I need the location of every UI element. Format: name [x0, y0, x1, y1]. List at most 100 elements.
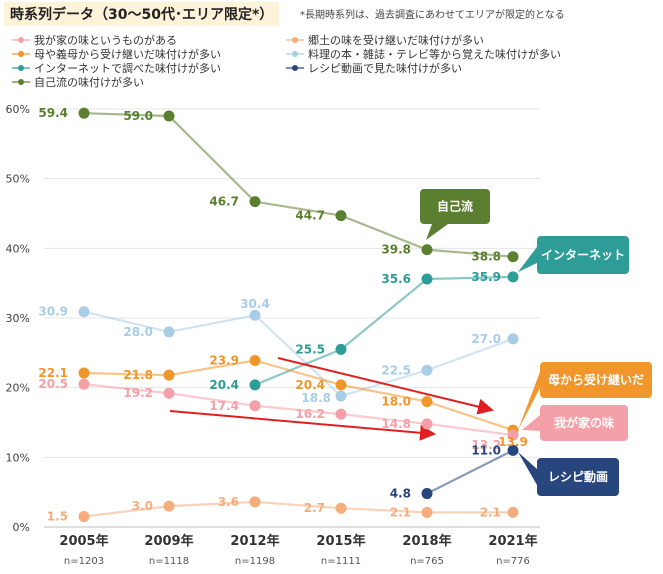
data-point-jikoryu [507, 251, 519, 263]
data-point-jikoryu [335, 210, 347, 222]
y-axis: 0% 10% 20% 30% 40% 50% 60% [6, 103, 30, 534]
y-tick-label: 60% [6, 103, 30, 116]
legend-label: 我が家の味というものがある [34, 34, 177, 47]
series-line-internet [254, 275, 514, 386]
title-banner: 時系列データ（30〜50代･エリア限定*） [4, 2, 280, 26]
series-line-jikoryu [83, 112, 514, 258]
callout-label: 自己流 [437, 199, 473, 214]
data-point-kyodo [335, 502, 347, 514]
x-axis: 2005年 n=1203 2009年 n=1118 2012年 n=1198 2015年 n=… [59, 533, 537, 567]
data-label-wagaya: 20.5 [38, 377, 68, 391]
callout-hahaoya: 母から受け継いだ [518, 362, 652, 430]
data-point-wagaya [507, 429, 519, 441]
data-point-wagaya [335, 408, 347, 420]
sample-size-label: n=1203 [64, 556, 104, 567]
series-line-kyodo [83, 500, 513, 518]
y-tick-label: 0% [13, 521, 30, 534]
data-label-kyodo: 2.7 [304, 501, 325, 515]
legend-label: レシピ動画で見た味付けが多い [308, 62, 462, 75]
chart-note: *長期時系列は、過去調査にあわせてエリアが限定的となる [300, 10, 565, 21]
sample-size-label: n=776 [496, 556, 530, 567]
data-label-ryori: 18.8 [301, 391, 331, 405]
data-point-jikoryu [421, 244, 433, 256]
data-point-hahaoya [78, 367, 90, 379]
data-label-hahaoya: 20.4 [295, 378, 325, 392]
data-point-kyodo [78, 511, 90, 523]
data-point-internet [249, 379, 261, 391]
callout-pointer [518, 247, 537, 272]
x-tick-label: 2021年 [488, 533, 537, 549]
y-tick-label: 10% [6, 451, 30, 464]
legend-item-recipe: レシピ動画で見た味付けが多い [286, 60, 462, 76]
data-label-recipe: 4.8 [390, 487, 411, 501]
callout-label: レシピ動画 [548, 469, 608, 484]
legend-swatch [12, 65, 30, 71]
data-label-jikoryu: 39.8 [381, 243, 411, 257]
trend-arrows [169, 357, 494, 441]
trend-arrow-hahaoya [277, 357, 494, 415]
x-tick-label: 2009年 [144, 533, 193, 549]
y-tick-label: 20% [6, 382, 30, 395]
series-line-wagaya [83, 383, 514, 437]
series-line-recipe [426, 449, 514, 495]
legend-swatch [12, 37, 30, 43]
data-label-ryori: 28.0 [123, 325, 153, 339]
data-point-wagaya [249, 400, 261, 412]
data-point-wagaya [78, 378, 90, 390]
data-point-wagaya [163, 387, 175, 399]
chart-title: 時系列データ（30〜50代･エリア限定*） [10, 7, 274, 23]
sample-size-label: n=1118 [149, 556, 189, 567]
data-point-wagaya [421, 418, 433, 430]
x-tick-label: 2015年 [316, 533, 365, 549]
data-label-jikoryu: 46.7 [209, 195, 239, 209]
sample-size-label: n=765 [410, 556, 444, 567]
data-label-ryori: 22.5 [381, 363, 411, 377]
callout-recipe: レシピ動画 [518, 452, 619, 496]
callout-box [420, 189, 490, 224]
data-point-kyodo [421, 506, 433, 518]
legend-item-ryori: 料理の本・雑誌・テレビ等から覚えた味付けが多い [286, 46, 561, 62]
series-line-ryori [83, 310, 514, 398]
legend-item-internet: インターネットで調べた味付けが多い [12, 60, 221, 76]
callout-label: インターネット [541, 248, 625, 262]
data-label-hahaoya: 22.1 [38, 366, 68, 380]
data-label-internet: 35.9 [471, 270, 501, 284]
callout-jikoryu: 自己流 [420, 189, 490, 240]
data-label-internet: 35.6 [381, 272, 411, 286]
data-label-hahaoya: 21.8 [123, 368, 153, 382]
data-label-hahaoya: 18.0 [381, 395, 411, 409]
x-tick-label: 2018年 [402, 533, 451, 549]
data-point-ryori [421, 364, 433, 376]
callout-pointer [522, 415, 540, 431]
data-label-jikoryu: 38.8 [471, 250, 501, 264]
legend-swatch [286, 51, 304, 57]
data-label-internet: 20.4 [209, 378, 239, 392]
data-label-ryori: 30.9 [38, 305, 68, 319]
legend-swatch [286, 65, 304, 71]
callout-box [540, 405, 628, 441]
data-label-kyodo: 2.1 [480, 505, 501, 519]
legend-label: インターネットで調べた味付けが多い [34, 62, 221, 75]
series-lines [83, 112, 514, 518]
data-label-kyodo: 1.5 [47, 510, 68, 524]
series-line-hahaoya [83, 359, 514, 432]
callout-pointer [518, 372, 540, 430]
y-tick-label: 50% [6, 173, 30, 186]
data-label-hahaoya: 13.9 [498, 435, 528, 449]
data-point-internet [507, 271, 519, 283]
legend-item-wagaya: 我が家の味というものがある [12, 32, 177, 48]
legend-swatch [12, 51, 30, 57]
data-point-hahaoya [249, 354, 261, 366]
data-point-hahaoya [421, 396, 433, 408]
data-point-jikoryu [249, 196, 261, 208]
data-point-recipe [507, 444, 519, 456]
sample-size-label: n=1198 [235, 556, 275, 567]
data-label-kyodo: 2.1 [390, 505, 411, 519]
data-label-wagaya: 17.4 [209, 399, 239, 413]
legend-item-kyodo: 郷土の味を受け継いだ味付けが多い [286, 32, 484, 48]
data-labels: 59.4 59.0 46.7 44.7 39.8 38.8 30.9 28.0 30.4 18.8… [38, 106, 527, 523]
data-point-ryori [507, 333, 519, 345]
legend-label: 自己流の味付けが多い [34, 76, 144, 89]
